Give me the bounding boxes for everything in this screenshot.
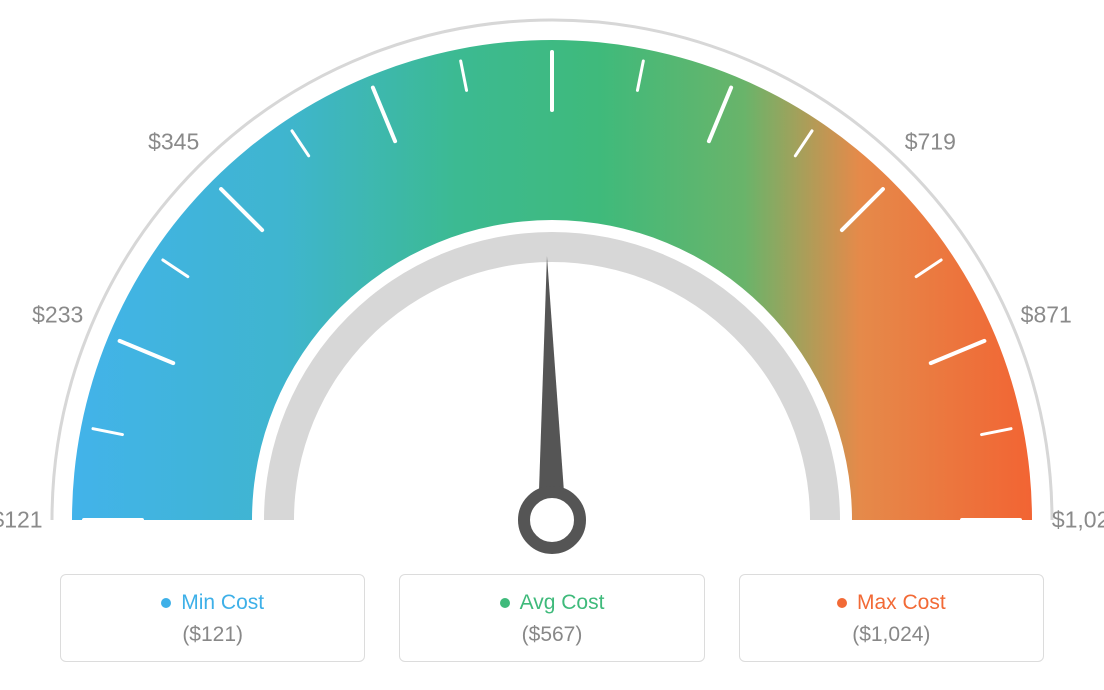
legend-label: Max Cost — [857, 591, 946, 615]
legend-value: ($567) — [414, 623, 689, 647]
legend-value: ($1,024) — [754, 623, 1029, 647]
legend-title-avg: Avg Cost — [500, 591, 605, 615]
axis-label: $719 — [905, 128, 956, 155]
gauge-chart-container: $121$233$345$567$719$871$1,024 Min Cost … — [0, 0, 1104, 690]
axis-label: $345 — [148, 128, 199, 155]
legend-value: ($121) — [75, 623, 350, 647]
axis-label: $233 — [32, 302, 83, 329]
dot-icon — [161, 598, 171, 608]
legend-row: Min Cost ($121) Avg Cost ($567) Max Cost… — [60, 574, 1044, 662]
legend-label: Min Cost — [181, 591, 264, 615]
legend-card-max: Max Cost ($1,024) — [739, 574, 1044, 662]
legend-card-min: Min Cost ($121) — [60, 574, 365, 662]
axis-label: $871 — [1021, 302, 1072, 329]
dot-icon — [837, 598, 847, 608]
legend-label: Avg Cost — [520, 591, 605, 615]
legend-card-avg: Avg Cost ($567) — [399, 574, 704, 662]
legend-title-min: Min Cost — [161, 591, 264, 615]
axis-label: $1,024 — [1052, 507, 1104, 534]
dot-icon — [500, 598, 510, 608]
gauge: $121$233$345$567$719$871$1,024 — [0, 0, 1104, 560]
axis-label: $121 — [0, 507, 43, 534]
legend-title-max: Max Cost — [837, 591, 946, 615]
